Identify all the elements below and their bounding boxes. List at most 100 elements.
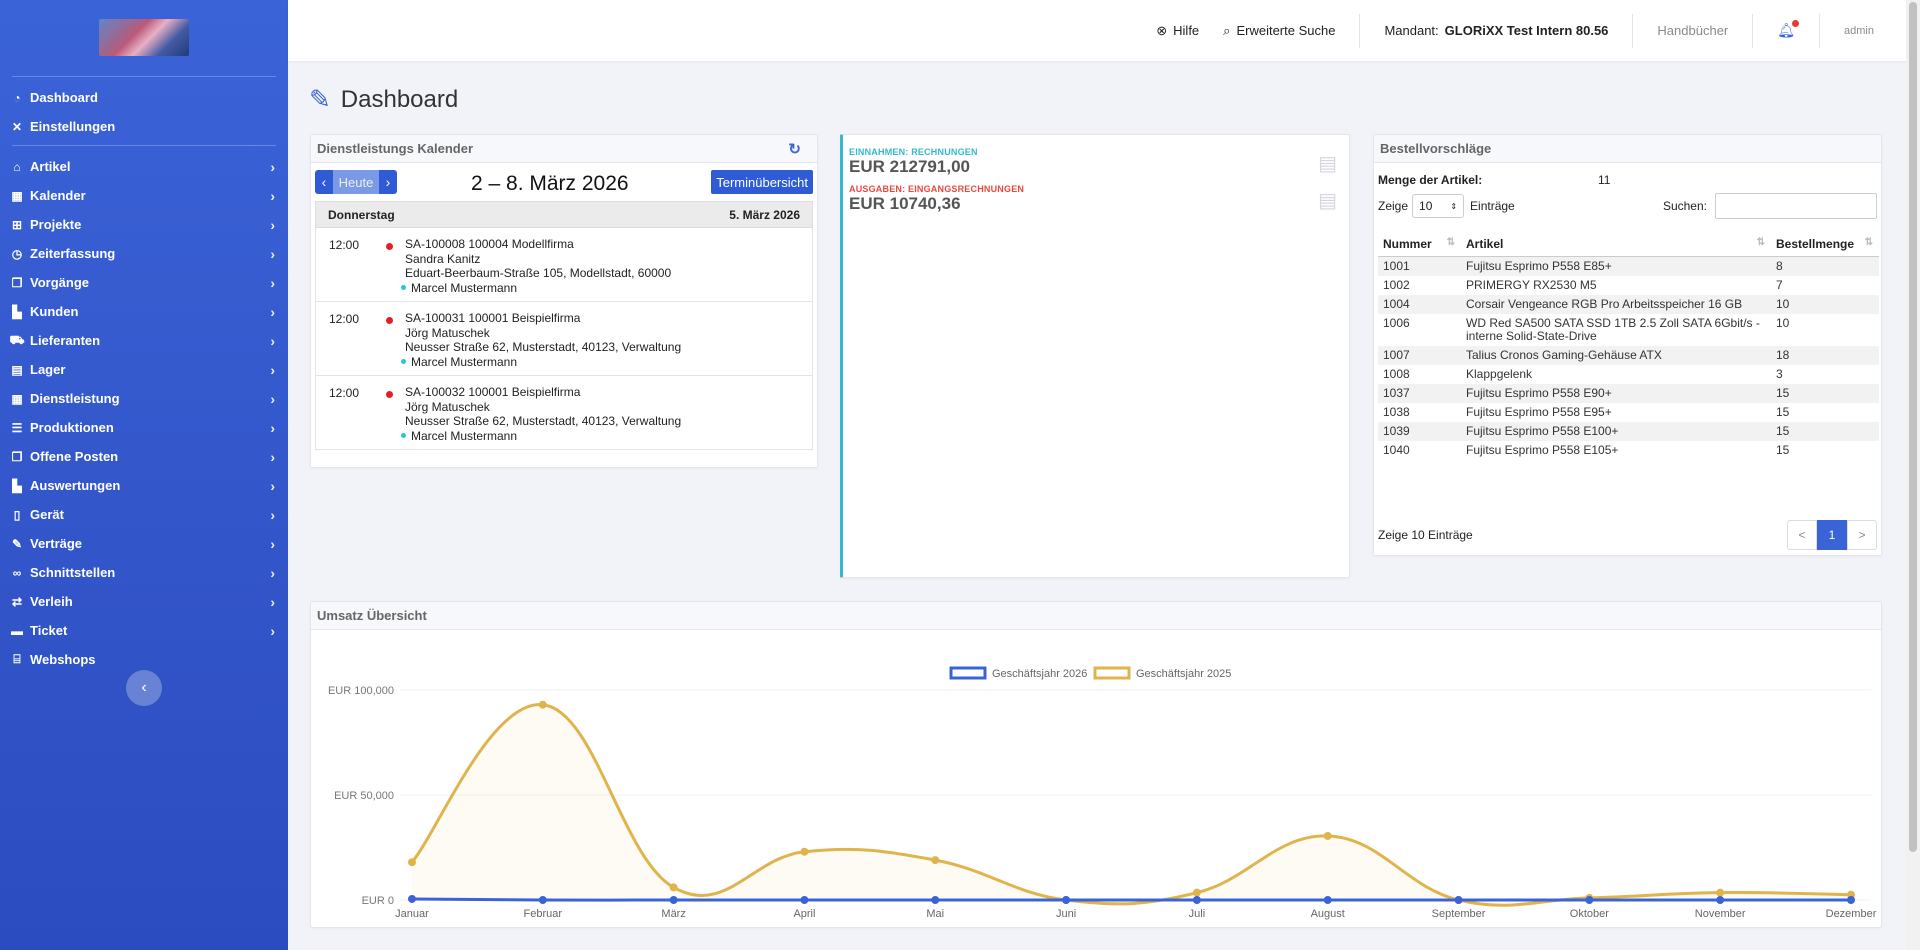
event-assignee: Marcel Mustermann xyxy=(401,355,681,370)
sidebar-item-auswertungen[interactable]: ▙ Auswertungen › xyxy=(0,471,288,500)
manuals-link[interactable]: Handbücher xyxy=(1645,0,1740,61)
table-row[interactable]: 1006 WD Red SA500 SATA SSD 1TB 2.5 Zoll S… xyxy=(1378,314,1879,346)
sidebar-item-verleih[interactable]: ⇄ Verleih › xyxy=(0,587,288,616)
chart-icon: ▙ xyxy=(12,478,22,493)
user-menu[interactable]: admin xyxy=(1832,0,1886,61)
sidebar-item-vorgaenge[interactable]: ❐ Vorgänge › xyxy=(0,268,288,297)
column-header-nummer[interactable]: Nummer ⇅ xyxy=(1378,233,1461,257)
chevron-right-icon: › xyxy=(270,274,275,291)
help-link[interactable]: ⊗ Hilfe xyxy=(1144,0,1211,61)
data-point xyxy=(669,896,678,904)
next-week-button[interactable]: › xyxy=(379,170,397,194)
cell-bestellmenge: 10 xyxy=(1776,315,1790,330)
column-header-bestellmenge[interactable]: Bestellmenge ⇅ xyxy=(1771,233,1879,257)
revenue-line-chart: EUR 0 EUR 50,000 EUR 100,000 Januar Februar M… xyxy=(328,666,1877,920)
page-size-select[interactable]: 10 ⇕ xyxy=(1412,194,1465,218)
card-header: Dienstleistungs Kalender ↻ xyxy=(311,135,817,163)
sidebar-item-vertraege[interactable]: ✎ Verträge › xyxy=(0,529,288,558)
chevron-right-icon: › xyxy=(270,390,275,407)
sidebar-item-label: Webshops xyxy=(30,652,96,667)
day-header: Donnerstag 5. März 2026 xyxy=(315,201,813,228)
chevron-right-icon: › xyxy=(270,332,275,349)
sidebar-collapse-button[interactable]: ‹ xyxy=(126,670,162,706)
pagination-page[interactable]: 1 xyxy=(1817,520,1847,550)
scrollbar-thumb[interactable] xyxy=(1909,2,1917,852)
income-label: EINNAHMEN: RECHNUNGEN xyxy=(849,147,978,157)
sidebar-item-label: Lager xyxy=(30,362,66,377)
sidebar-item-geraet[interactable]: ▯ Gerät › xyxy=(0,500,288,529)
chevron-right-icon: › xyxy=(270,245,275,262)
sidebar-item-lieferanten[interactable]: ⛟ Lieferanten › xyxy=(0,326,288,355)
sidebar-item-webshops[interactable]: ⌸ Webshops xyxy=(0,645,288,674)
calendar-event[interactable]: 12:00 SA-100008 100004 Modellfirma Sandr… xyxy=(315,228,813,302)
table-row[interactable]: 1007 Talius Cronos Gaming-Gehäuse ATX 18 xyxy=(1378,345,1879,365)
appointment-overview-button[interactable]: Terminübersicht xyxy=(711,170,813,194)
series-area xyxy=(412,704,1851,906)
event-address: Neusser Straße 62, Musterstadt, 40123, V… xyxy=(405,414,682,428)
help-label: Hilfe xyxy=(1173,23,1200,38)
tenant-selector[interactable]: Mandant: GLORiXX Test Intern 80.56 xyxy=(1372,0,1620,61)
table-row[interactable]: 1008 Klappgelenk 3 xyxy=(1378,365,1879,384)
table-row[interactable]: 1040 Fujitsu Esprimo P558 E105+ 15 xyxy=(1378,441,1879,460)
link-icon: ∞ xyxy=(12,565,22,580)
pagination-next[interactable]: > xyxy=(1847,520,1877,550)
show-label: Zeige xyxy=(1378,199,1409,213)
sidebar-item-projekte[interactable]: ⊞ Projekte › xyxy=(0,210,288,239)
cell-nummer: 1007 xyxy=(1378,345,1461,365)
cell-artikel: Fujitsu Esprimo P558 E85+ xyxy=(1461,256,1771,276)
column-header-artikel[interactable]: Artikel ⇅ xyxy=(1461,233,1771,257)
event-address: Eduart-Beerbaum-Straße 105, Modellstadt,… xyxy=(405,266,672,280)
sidebar-item-dienstleistung[interactable]: ▦ Dienstleistung › xyxy=(0,384,288,413)
refresh-icon[interactable]: ↻ xyxy=(788,140,801,158)
table-search-input[interactable] xyxy=(1715,193,1877,219)
day-date: 5. März 2026 xyxy=(729,207,800,222)
notification-badge xyxy=(1791,19,1801,28)
sidebar-item-label: Einstellungen xyxy=(30,119,116,134)
user-name: admin xyxy=(1844,24,1874,37)
data-point xyxy=(1847,896,1855,904)
sidebar-item-dashboard[interactable]: ◔ Dashboard xyxy=(0,83,288,112)
tachometer-icon: ◔ xyxy=(13,90,21,105)
sidebar-item-kunden[interactable]: ▙ Kunden › xyxy=(0,297,288,326)
event-address: Neusser Straße 62, Musterstadt, 40123, V… xyxy=(405,340,682,354)
chevron-left-icon: ‹ xyxy=(321,174,327,190)
table-row[interactable]: 1037 Fujitsu Esprimo P558 E90+ 15 xyxy=(1378,383,1879,403)
sidebar-item-label: Vorgänge xyxy=(30,275,89,290)
sidebar-item-ticket[interactable]: ▬ Ticket › xyxy=(0,616,288,645)
cell-artikel: PRIMERGY RX2530 M5 xyxy=(1466,277,1597,292)
table-row[interactable]: 1038 Fujitsu Esprimo P558 E95+ 15 xyxy=(1378,403,1879,422)
sidebar-item-lager[interactable]: ▤ Lager › xyxy=(0,355,288,384)
company-logo[interactable] xyxy=(99,19,189,56)
prev-week-button[interactable]: ‹ xyxy=(315,170,333,194)
expense-value: EUR 10740,36 xyxy=(849,194,961,213)
advanced-search-link[interactable]: ⌕ Erweiterte Suche xyxy=(1211,0,1347,61)
table-row[interactable]: 1004 Corsair Vengeance RGB Pro Arbeitsspe… xyxy=(1378,294,1879,314)
x-tick-label: Januar xyxy=(395,908,429,920)
edit-icon: ✎ xyxy=(11,536,23,551)
calendar-toolbar: ‹ Heute › 2 – 8. März 2026 Terminübersic… xyxy=(311,163,817,201)
calendar-event[interactable]: 12:00 SA-100032 100001 Beispielfirma Jör… xyxy=(315,376,813,450)
sidebar-item-produktionen[interactable]: ☰ Produktionen › xyxy=(0,413,288,442)
service-calendar-card: Dienstleistungs Kalender ↻ ‹ Heute › 2 –… xyxy=(310,134,818,468)
sidebar-item-label: Gerät xyxy=(30,507,64,522)
table-row[interactable]: 1002 PRIMERGY RX2530 M5 7 xyxy=(1378,276,1879,295)
notifications-button[interactable]: 🔔︎ xyxy=(1765,0,1807,61)
page-scrollbar[interactable] xyxy=(1906,0,1920,950)
pagination-prev[interactable]: < xyxy=(1787,520,1817,550)
table-row[interactable]: 1039 Fujitsu Esprimo P558 E100+ 15 xyxy=(1378,421,1879,441)
table-row[interactable]: 1001 Fujitsu Esprimo P558 E85+ 8 xyxy=(1378,256,1879,276)
sidebar-item-zeiterfassung[interactable]: ◷ Zeiterfassung › xyxy=(0,239,288,268)
today-button[interactable]: Heute xyxy=(333,170,379,194)
cell-bestellmenge: 15 xyxy=(1771,383,1879,403)
sidebar-item-label: Projekte xyxy=(30,217,82,232)
sidebar-item-artikel[interactable]: ⌂ Artikel › xyxy=(0,152,288,181)
event-contact: Sandra Kanitz xyxy=(405,251,481,266)
sidebar-item-offene-posten[interactable]: ❐ Offene Posten › xyxy=(0,442,288,471)
sidebar-item-schnittstellen[interactable]: ∞ Schnittstellen › xyxy=(0,558,288,587)
sidebar-item-einstellungen[interactable]: ✕ Einstellungen xyxy=(0,112,288,141)
cell-nummer: 1006 xyxy=(1383,315,1410,330)
sidebar-item-kalender[interactable]: ▦ Kalender › xyxy=(0,181,288,210)
sidebar-item-label: Verleih xyxy=(30,594,73,609)
sitemap-icon: ⊞ xyxy=(11,217,23,232)
calendar-event[interactable]: 12:00 SA-100031 100001 Beispielfirma Jör… xyxy=(315,302,813,376)
